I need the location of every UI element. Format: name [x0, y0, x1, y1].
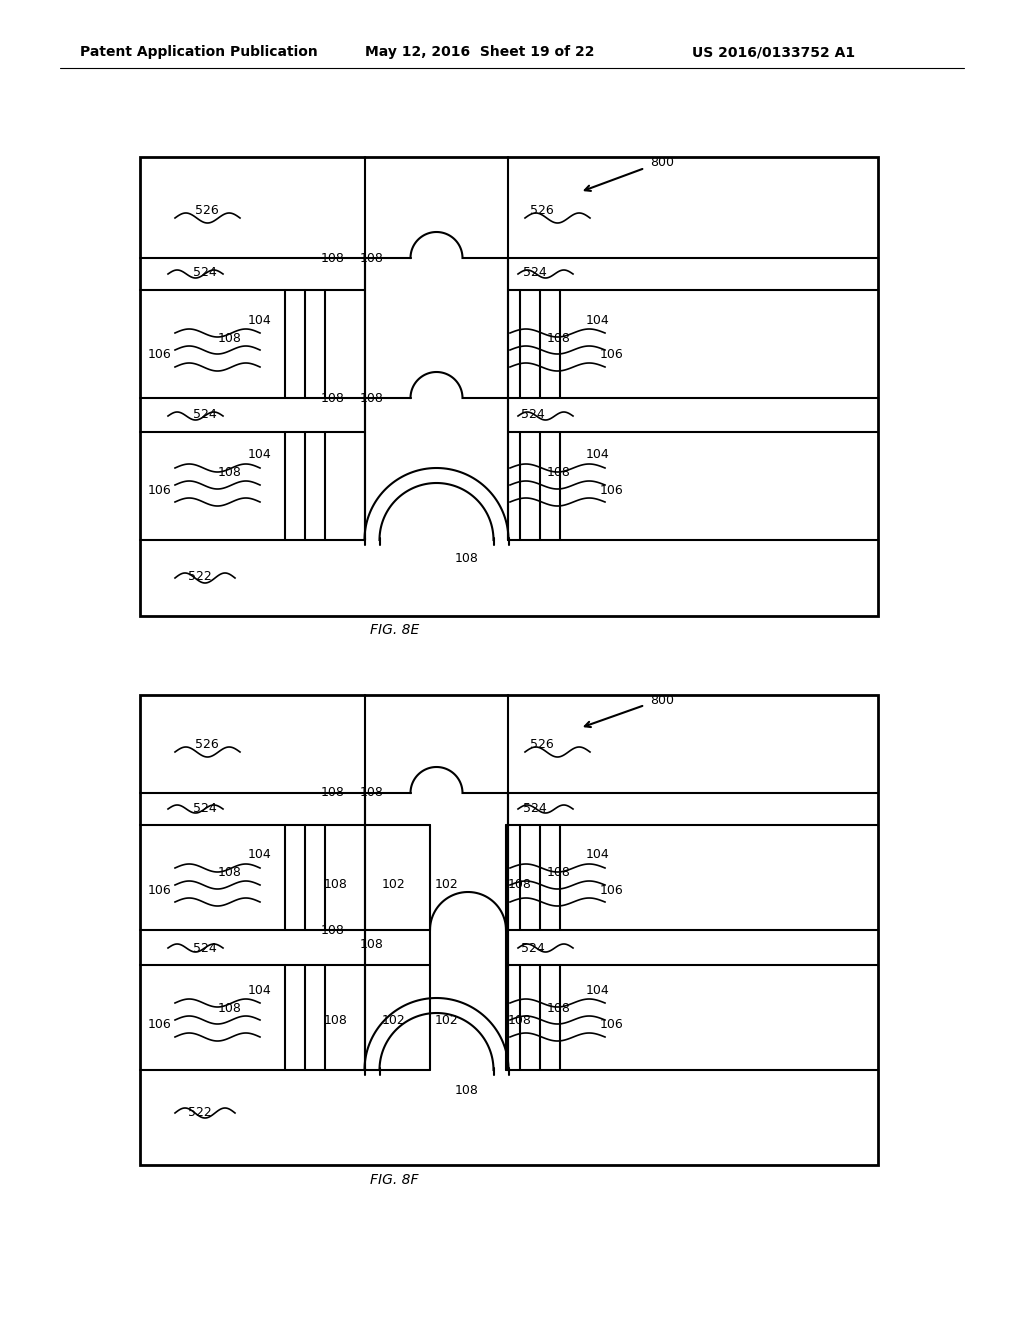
Text: 108: 108 — [547, 331, 570, 345]
Text: 102: 102 — [381, 879, 406, 891]
Text: 108: 108 — [218, 1002, 242, 1015]
Text: 108: 108 — [360, 937, 384, 950]
Text: 102: 102 — [435, 1014, 459, 1027]
Text: 102: 102 — [381, 1014, 406, 1027]
Text: 108: 108 — [218, 866, 242, 879]
Text: 800: 800 — [650, 156, 674, 169]
Text: 524: 524 — [193, 801, 217, 814]
Text: 106: 106 — [148, 883, 172, 896]
Text: 106: 106 — [600, 1019, 624, 1031]
Text: 106: 106 — [148, 1019, 172, 1031]
Text: 108: 108 — [322, 392, 345, 404]
Text: 524: 524 — [193, 408, 217, 421]
Text: 104: 104 — [586, 983, 609, 997]
Text: 108: 108 — [218, 331, 242, 345]
Text: 108: 108 — [325, 879, 348, 891]
Text: 524: 524 — [521, 941, 545, 954]
Text: 522: 522 — [188, 570, 212, 583]
Text: 104: 104 — [248, 314, 271, 326]
Text: 106: 106 — [148, 348, 172, 362]
Text: 106: 106 — [600, 883, 624, 896]
Text: 104: 104 — [586, 449, 609, 462]
Text: 104: 104 — [248, 983, 271, 997]
Text: 524: 524 — [523, 801, 547, 814]
Text: 522: 522 — [188, 1106, 212, 1118]
Text: Patent Application Publication: Patent Application Publication — [80, 45, 317, 59]
Text: 524: 524 — [193, 941, 217, 954]
Text: 108: 108 — [360, 392, 384, 404]
Text: 106: 106 — [600, 483, 624, 496]
Text: 108: 108 — [322, 787, 345, 800]
Text: 800: 800 — [650, 693, 674, 706]
Text: 526: 526 — [530, 738, 554, 751]
Text: FIG. 8F: FIG. 8F — [370, 1173, 419, 1187]
Text: 108: 108 — [218, 466, 242, 479]
Text: 108: 108 — [547, 466, 570, 479]
Text: 108: 108 — [547, 1002, 570, 1015]
Text: 108: 108 — [360, 787, 384, 800]
Text: 108: 108 — [508, 879, 531, 891]
Text: 104: 104 — [248, 849, 271, 862]
Text: 108: 108 — [508, 1014, 531, 1027]
Text: 106: 106 — [148, 483, 172, 496]
Bar — [140, 157, 878, 616]
Text: 108: 108 — [325, 1014, 348, 1027]
Text: May 12, 2016  Sheet 19 of 22: May 12, 2016 Sheet 19 of 22 — [365, 45, 595, 59]
Text: 524: 524 — [521, 408, 545, 421]
Text: 526: 526 — [195, 203, 219, 216]
Text: 526: 526 — [530, 203, 554, 216]
Text: 102: 102 — [435, 879, 459, 891]
Text: 108: 108 — [455, 1084, 479, 1097]
Text: 526: 526 — [195, 738, 219, 751]
Text: 524: 524 — [523, 267, 547, 280]
Text: 104: 104 — [586, 849, 609, 862]
Text: 108: 108 — [547, 866, 570, 879]
Text: 524: 524 — [193, 267, 217, 280]
Text: 106: 106 — [600, 348, 624, 362]
Bar — [140, 696, 878, 1166]
Text: 108: 108 — [322, 924, 345, 936]
Text: US 2016/0133752 A1: US 2016/0133752 A1 — [692, 45, 855, 59]
Text: 108: 108 — [455, 552, 479, 565]
Text: 104: 104 — [248, 449, 271, 462]
Text: 104: 104 — [586, 314, 609, 326]
Text: 108: 108 — [360, 252, 384, 264]
Text: 108: 108 — [322, 252, 345, 264]
Text: FIG. 8E: FIG. 8E — [370, 623, 419, 638]
